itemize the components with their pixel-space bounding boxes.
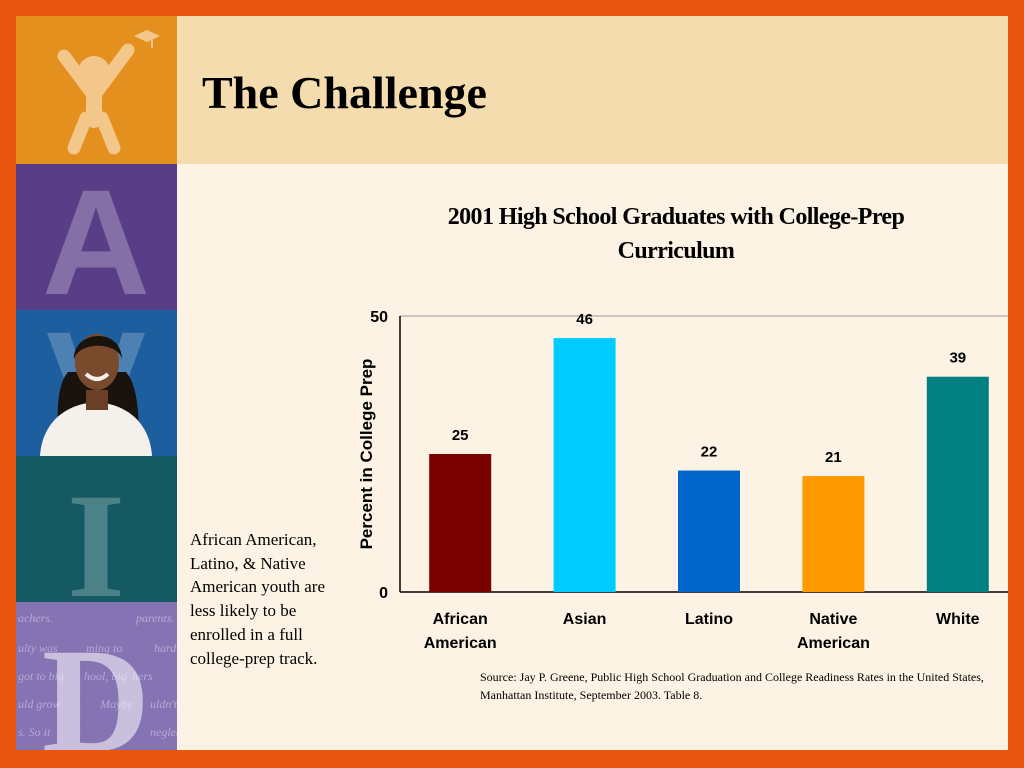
background-script-line: ming to — [86, 641, 122, 655]
logo-letter-i: I — [67, 463, 125, 629]
background-script-line: ulty was — [18, 641, 58, 655]
background-script-line: parents. — [135, 611, 175, 625]
background-script-line: Maybe — [99, 697, 133, 711]
data-label: 21 — [825, 449, 842, 466]
title-band — [177, 16, 1008, 164]
y-tick-label: 50 — [370, 309, 388, 326]
background-script-line: s. So it — [18, 725, 51, 739]
page-title: The Challenge — [202, 67, 487, 118]
x-tick-label: Asian — [563, 611, 607, 628]
data-label: 46 — [576, 311, 593, 328]
data-label: 25 — [452, 427, 469, 444]
chart-title: 2001 High School Graduates with College-… — [447, 204, 905, 264]
slide: achers. parents. ulty was ming to hard got to… — [16, 16, 1008, 750]
background-script-line: got to big — [18, 669, 64, 683]
background-script-line: hool, big — [84, 669, 127, 683]
strip-lavender-band — [16, 602, 177, 750]
y-tick-label: 0 — [379, 585, 388, 602]
background-script-line: hard — [154, 641, 177, 655]
strip-orange-band — [16, 16, 177, 164]
student-photo — [40, 334, 152, 456]
bar-white — [926, 376, 989, 592]
background-script-line: uld grow — [18, 697, 61, 711]
logo-letter-a: A — [42, 158, 150, 326]
data-label: 22 — [701, 444, 718, 461]
y-axis-label: Percent in College Prep — [357, 359, 376, 550]
bar-asian — [553, 338, 616, 592]
background-script-line: achers. — [18, 611, 53, 625]
background-script-line: neglecte — [150, 725, 177, 739]
side-text: African American, Latino, & Native Ameri… — [190, 530, 325, 668]
strip-teal-band — [16, 456, 177, 602]
x-tick-label: African American — [424, 611, 497, 652]
background-script-line: hers — [132, 669, 153, 683]
logo-letter-d: D — [42, 618, 150, 750]
bar-latino — [678, 470, 740, 592]
x-tick-label: White — [936, 611, 980, 628]
background-script-line: uldn't — [150, 697, 177, 711]
avid-logo-strip: achers. parents. ulty was ming to hard got to… — [16, 16, 177, 750]
source-citation: Source: Jay P. Greene, Public High Schoo… — [480, 670, 984, 702]
data-label: 39 — [949, 350, 966, 367]
bar-african-american — [429, 454, 492, 592]
student-figure-icon — [57, 30, 160, 155]
x-tick-label: Native American — [797, 611, 870, 652]
x-tick-label: Latino — [685, 611, 733, 628]
bar-chart: 0 50 Percent in College Prep 25 African Ameri… — [357, 309, 1008, 652]
bar-native-american — [802, 476, 865, 592]
strip-purple-band — [16, 164, 177, 310]
